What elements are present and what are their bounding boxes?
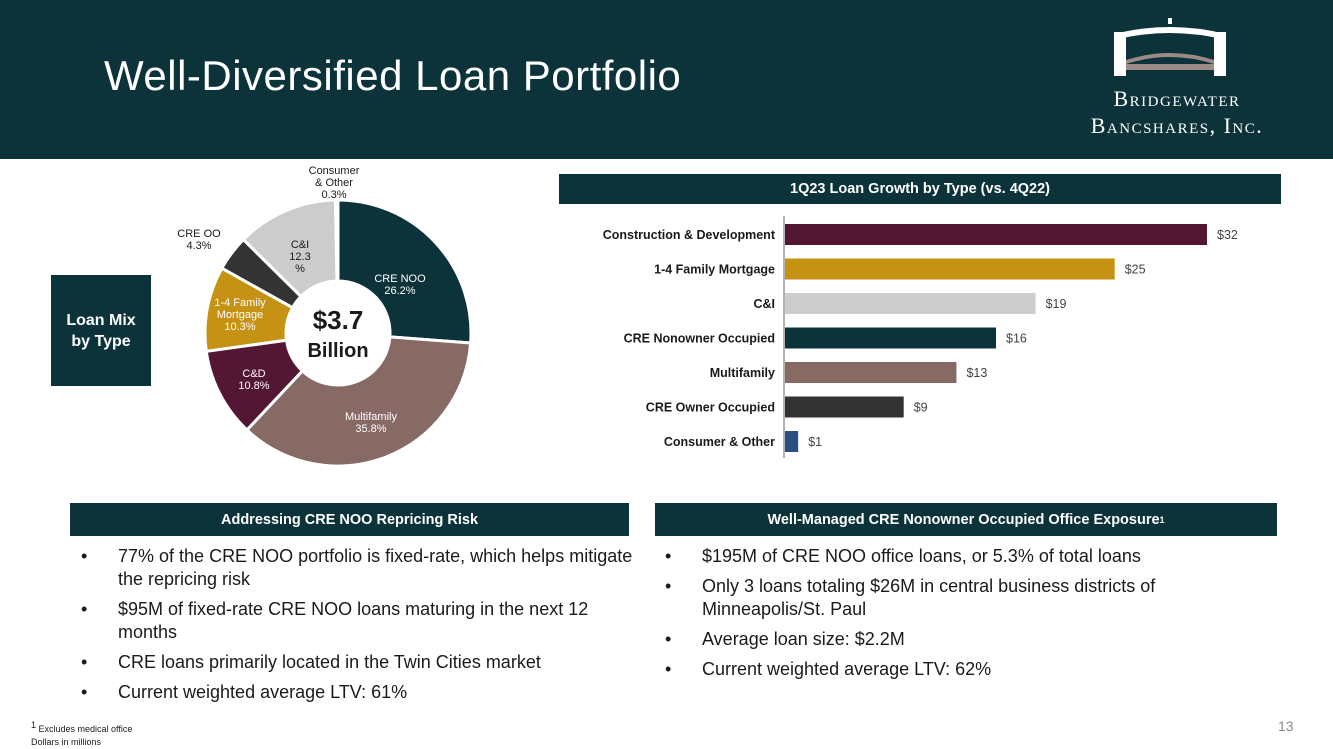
repricing-risk-bullets: 77% of the CRE NOO portfolio is fixed-ra… xyxy=(81,545,641,711)
bar-candi xyxy=(785,293,1036,314)
header-banner: Well-Diversified Loan Portfolio Bridgewa… xyxy=(0,0,1333,159)
footnote-marker: 1 xyxy=(1159,514,1165,525)
bar-value-label-candi: $19 xyxy=(1046,297,1067,311)
bar-cre-nonowner-occupied xyxy=(785,327,996,349)
repricing-risk-header: Addressing CRE NOO Repricing Risk xyxy=(70,503,629,536)
bar-chart-title: 1Q23 Loan Growth by Type (vs. 4Q22) xyxy=(790,181,1050,197)
loan-mix-label-box: Loan Mix by Type xyxy=(51,275,151,386)
footnote-sup: 1 xyxy=(31,720,37,730)
footnote-line1: Excludes medical office xyxy=(36,724,133,734)
list-item: $95M of fixed-rate CRE NOO loans maturin… xyxy=(81,598,641,644)
bar-chart-title-bar: 1Q23 Loan Growth by Type (vs. 4Q22) xyxy=(559,174,1281,204)
loan-mix-label: Loan Mix by Type xyxy=(66,311,136,350)
pie-label-1-4-family-mortgage: 1-4 Family Mortgage 10.3% xyxy=(214,297,266,333)
bar-value-label-consumer-and-other: $1 xyxy=(808,435,822,449)
list-item: CRE loans primarily located in the Twin … xyxy=(81,651,641,674)
list-item: $195M of CRE NOO office loans, or 5.3% o… xyxy=(665,545,1275,568)
list-item: 77% of the CRE NOO portfolio is fixed-ra… xyxy=(81,545,641,591)
loan-mix-donut-chart: CRE NOO 26.2% Multifamily 35.8% C&D 10.8% 1-4 … xyxy=(177,165,473,468)
pie-label-cre-noo: CRE NOO 26.2% xyxy=(374,273,426,297)
loan-growth-bar-chart: Construction & Development $32 1-4 Family … xyxy=(603,216,1238,458)
list-item: Current weighted average LTV: 61% xyxy=(81,681,641,704)
office-exposure-header: Well-Managed CRE Nonowner Occupied Offic… xyxy=(655,503,1277,536)
pie-label-candd: C&D 10.8% xyxy=(238,368,269,392)
bridge-logo-icon xyxy=(1114,18,1226,76)
pie-label-cre-oo: CRE OO 4.3% xyxy=(177,228,221,252)
pie-label-multifamily: Multifamily 35.8% xyxy=(345,411,397,435)
office-exposure-title: Well-Managed CRE Nonowner Occupied Offic… xyxy=(767,511,1160,528)
page-title: Well-Diversified Loan Portfolio xyxy=(104,52,682,99)
bar-1-4-family-mortgage xyxy=(785,258,1115,280)
bar-value-label-multifamily: $13 xyxy=(966,366,987,380)
bar-value-label-1-4-family-mortgage: $25 xyxy=(1125,263,1146,277)
bar-construction-and-development xyxy=(785,224,1207,245)
office-exposure-bullets: $195M of CRE NOO office loans, or 5.3% o… xyxy=(665,545,1275,688)
pie-label-candi: C&I 12.3% xyxy=(289,239,310,275)
bar-multifamily xyxy=(785,362,957,383)
bar-category-label-candi: C&I xyxy=(753,297,775,311)
pie-slice-consumer-and-other xyxy=(333,198,340,283)
bar-category-label-consumer-and-other: Consumer & Other xyxy=(664,435,775,449)
pie-center-value: $3.7 xyxy=(313,305,364,335)
bar-value-label-cre-owner-occupied: $9 xyxy=(914,401,928,415)
page-number: 13 xyxy=(1278,718,1294,734)
footnote: 1 Excludes medical office Dollars in mil… xyxy=(31,719,132,749)
logo-text-line1: Bridgewater xyxy=(1113,86,1241,111)
bar-category-label-cre-nonowner-occupied: CRE Nonowner Occupied xyxy=(624,332,775,346)
footnote-line2: Dollars in millions xyxy=(31,737,102,747)
pie-slice-cre-noo xyxy=(336,198,473,345)
pie-center-unit: Billion xyxy=(307,340,368,362)
repricing-risk-title: Addressing CRE NOO Repricing Risk xyxy=(220,511,479,528)
bar-category-label-construction-and-development: Construction & Development xyxy=(603,228,776,242)
logo-text-line2: Bancshares, Inc. xyxy=(1090,113,1264,138)
list-item: Current weighted average LTV: 62% xyxy=(665,658,1275,681)
pie-slice-multifamily xyxy=(244,335,473,468)
bar-category-label-cre-owner-occupied: CRE Owner Occupied xyxy=(646,401,775,415)
bar-category-label-1-4-family-mortgage: 1-4 Family Mortgage xyxy=(654,263,775,277)
bar-value-label-construction-and-development: $32 xyxy=(1217,228,1238,242)
pie-label-consumer-and-other: Consumer & Other 0.3% xyxy=(309,165,360,201)
list-item: Average loan size: $2.2M xyxy=(665,628,1275,651)
list-item: Only 3 loans totaling $26M in central bu… xyxy=(665,575,1275,621)
bar-value-label-cre-nonowner-occupied: $16 xyxy=(1006,332,1027,346)
bar-consumer-and-other xyxy=(785,431,799,452)
bar-category-label-multifamily: Multifamily xyxy=(710,366,775,380)
bar-cre-owner-occupied xyxy=(785,396,904,418)
